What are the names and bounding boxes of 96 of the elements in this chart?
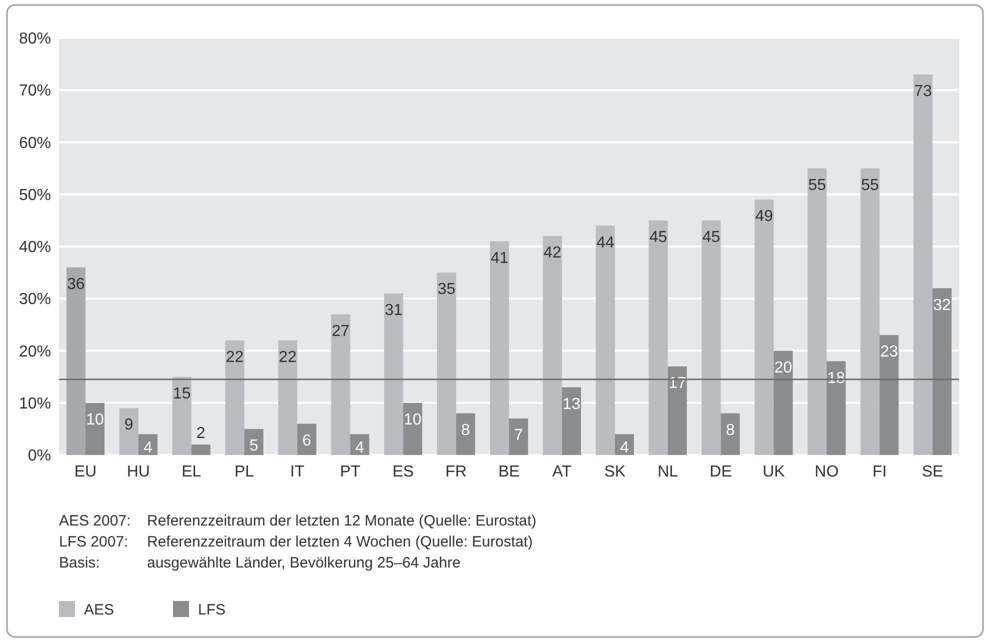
data-label: 4	[355, 440, 364, 457]
y-tick-label: 20%	[18, 343, 51, 360]
bar	[880, 335, 899, 455]
bar	[826, 361, 846, 455]
data-label: 42	[544, 244, 562, 262]
data-label: 49	[755, 208, 774, 226]
y-tick-label: 30%	[18, 291, 51, 308]
bar	[860, 168, 880, 455]
data-label: 55	[861, 176, 880, 194]
bar	[509, 418, 528, 455]
data-label: 8	[461, 422, 470, 439]
x-tick-label: PL	[234, 464, 254, 481]
x-tick-label: NO	[814, 464, 839, 481]
text: AES 2007: Referenzzeitraum der letzten 12 Monate (Quelle: Eurostat)	[59, 512, 536, 530]
data-label: 23	[880, 344, 898, 361]
bar	[331, 314, 350, 455]
data-label: 44	[596, 234, 614, 252]
data-label: 27	[332, 322, 350, 340]
x-tick-label: EU	[74, 464, 97, 481]
x-tick-label: UK	[762, 464, 786, 481]
legend-label: AES	[84, 601, 114, 618]
data-label: 22	[278, 348, 297, 366]
data-label: 6	[302, 432, 312, 450]
data-label: 41	[490, 250, 508, 267]
data-label: 35	[438, 281, 456, 298]
data-label: 55	[808, 176, 826, 194]
bar	[403, 402, 422, 455]
data-label: 45	[649, 229, 668, 246]
data-label: 22	[226, 348, 244, 366]
data-label: 8	[726, 422, 735, 439]
bar	[66, 267, 86, 455]
data-label: 73	[914, 83, 932, 100]
bar	[278, 340, 298, 455]
text: LFS 2007: Referenzzeitraum der letzten 4 Wochen (Quelle: Eurostat)	[59, 533, 533, 550]
data-label: 20	[774, 359, 792, 376]
x-tick-label: NL	[658, 464, 678, 481]
data-label: 5	[249, 438, 258, 455]
bar	[932, 288, 952, 455]
bar	[702, 220, 721, 455]
legend-label: LFS	[198, 601, 226, 618]
data-label: 4	[143, 440, 152, 457]
data-label: 31	[384, 302, 403, 320]
bar	[774, 350, 793, 455]
x-tick-label: HU	[126, 464, 150, 481]
x-tick-label: DE	[710, 464, 732, 481]
y-tick-label: 40%	[18, 239, 51, 256]
y-tick-label: 70%	[18, 82, 51, 100]
x-tick-label: SK	[604, 464, 626, 481]
bar	[648, 220, 668, 455]
data-label: 9	[124, 416, 134, 434]
x-tick-label: IT	[290, 464, 305, 481]
bar	[244, 428, 264, 455]
bar	[614, 434, 634, 455]
bar	[172, 376, 192, 455]
x-tick-label: BE	[498, 464, 520, 481]
x-tick-label: SE	[922, 464, 944, 481]
data-label: 4	[620, 440, 629, 457]
bar	[384, 293, 404, 455]
data-label: 10	[86, 411, 104, 428]
data-label: 32	[933, 296, 952, 314]
x-tick-label: FI	[872, 464, 887, 481]
y-tick-label: 0%	[28, 448, 51, 465]
y-tick-label: 60%	[18, 134, 51, 152]
bar	[490, 241, 509, 455]
bar	[297, 424, 316, 455]
bar	[542, 236, 562, 455]
bar	[596, 226, 615, 455]
x-tick-label: PT	[340, 464, 361, 481]
bar	[456, 413, 476, 455]
data-label: 2	[196, 425, 206, 442]
bar	[668, 366, 687, 455]
y-tick-label: 80%	[18, 30, 51, 48]
x-tick-label: ES	[392, 464, 414, 481]
data-label: 10	[404, 411, 422, 428]
y-tick-label: 50%	[18, 186, 51, 204]
x-tick-label: EL	[182, 464, 202, 481]
data-label: 15	[172, 385, 191, 402]
bar	[754, 200, 774, 455]
y-tick-label: 10%	[18, 395, 51, 412]
bar	[437, 272, 456, 455]
bar	[808, 168, 827, 455]
x-tick-label: AT	[552, 464, 572, 481]
data-label: 13	[562, 396, 580, 413]
bar	[913, 74, 933, 455]
data-label: 45	[702, 229, 720, 246]
bar	[138, 434, 158, 455]
bar	[562, 387, 581, 455]
x-tick-label: FR	[445, 464, 467, 481]
bar	[191, 444, 210, 455]
data-label: 7	[514, 427, 524, 444]
bar	[225, 340, 244, 455]
data-label: 36	[67, 276, 85, 293]
text: Basis: ausgewählte Länder, Bevölkerung 25–64 Jahre	[59, 554, 461, 572]
bar	[720, 413, 740, 455]
bar	[119, 408, 138, 455]
bar	[85, 402, 105, 455]
